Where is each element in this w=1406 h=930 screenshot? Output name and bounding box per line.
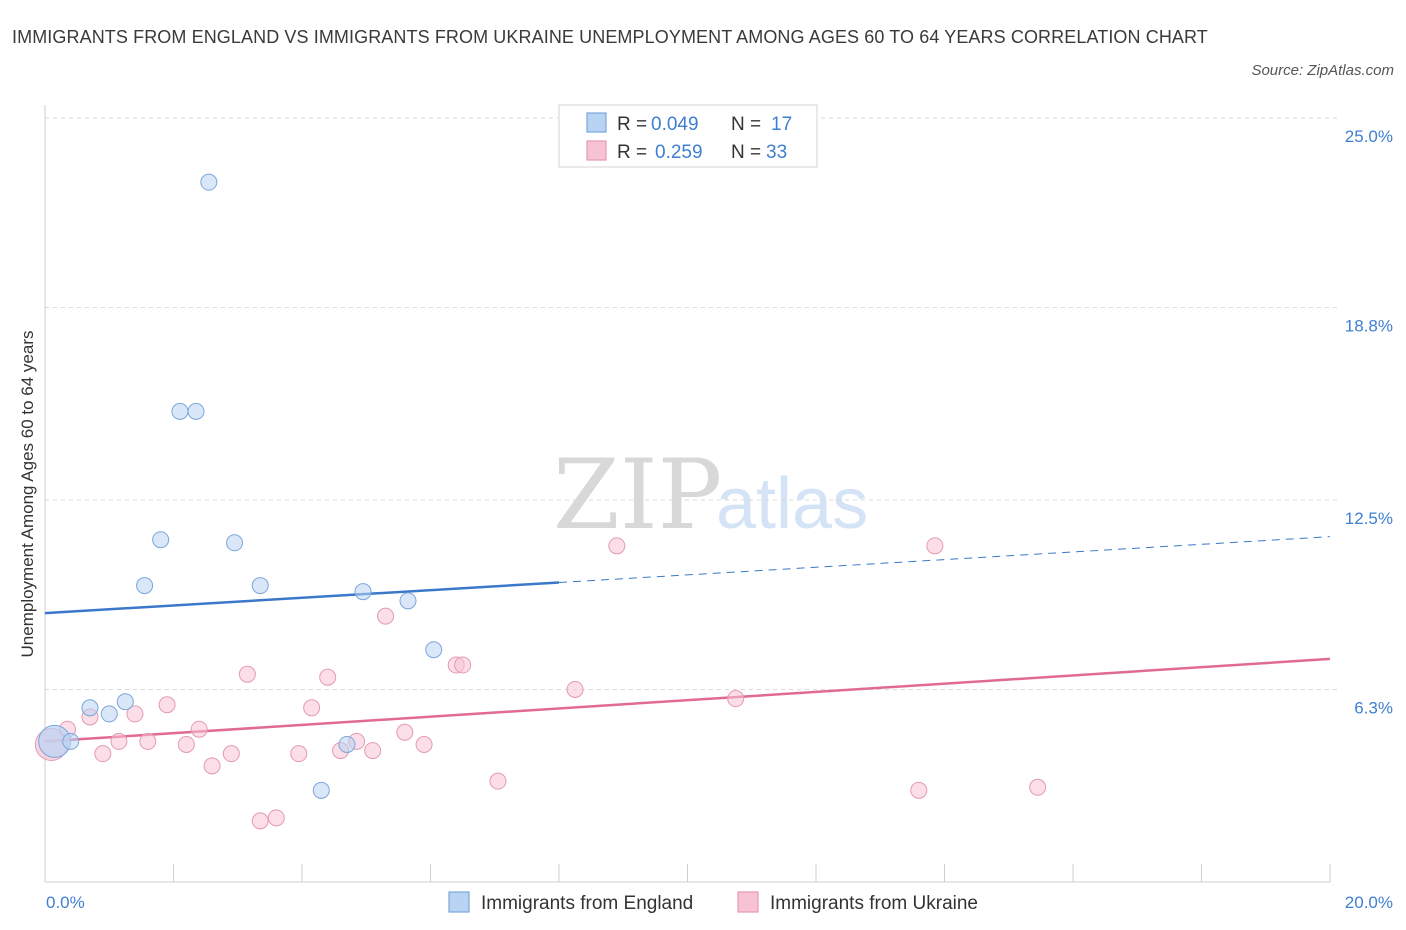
ukraine-series-label: Immigrants from Ukraine	[770, 893, 978, 914]
england-trend-extension	[558, 536, 1331, 584]
watermark-atlas: atlas	[716, 464, 868, 544]
england-series-label: Immigrants from England	[481, 893, 693, 914]
england-point	[338, 735, 356, 753]
y-tick-labels: 6.3% 12.5% 18.8% 25.0%	[1345, 127, 1393, 717]
england-n-value: 17	[771, 114, 792, 135]
ukraine-point	[290, 745, 308, 763]
ukraine-point	[222, 745, 240, 763]
ukraine-point	[139, 732, 157, 750]
data-points	[34, 173, 1047, 830]
england-legend-swatch	[586, 112, 607, 133]
ukraine-point	[1029, 778, 1047, 796]
ukraine-series-swatch	[737, 891, 759, 913]
grid	[45, 117, 1340, 690]
ukraine-point	[177, 735, 195, 753]
england-point	[399, 592, 417, 610]
ukraine-point	[566, 680, 584, 698]
ukraine-r-label: R =	[617, 142, 647, 163]
y-tick-label: 25.0%	[1345, 127, 1393, 146]
ukraine-point	[377, 607, 395, 625]
stats-legend: R = 0.049 N = 17 R = 0.259 N = 33	[558, 104, 818, 168]
ukraine-point	[238, 665, 256, 683]
ukraine-point	[203, 757, 221, 775]
england-series-swatch	[448, 891, 470, 913]
ukraine-point	[364, 742, 382, 760]
x-tick-label: 20.0%	[1345, 893, 1393, 912]
ukraine-n-label: N =	[731, 142, 761, 163]
watermark: ZIP atlas	[553, 439, 868, 551]
england-point	[171, 402, 189, 420]
ukraine-trend-line	[44, 657, 1331, 743]
ukraine-point	[251, 812, 269, 830]
x-tick-label: 0.0%	[46, 893, 85, 912]
ukraine-n-value: 33	[766, 142, 787, 163]
y-axis-title: Unemployment Among Ages 60 to 64 years	[18, 331, 37, 658]
x-tick-labels: 0.0% 20.0%	[46, 893, 1393, 912]
ukraine-point	[454, 656, 472, 674]
ukraine-point	[727, 690, 745, 708]
ukraine-point	[910, 781, 928, 799]
ukraine-point	[608, 537, 626, 555]
ukraine-point	[926, 537, 944, 555]
ukraine-point	[396, 723, 414, 741]
ukraine-point	[319, 668, 337, 686]
england-point	[152, 531, 170, 549]
england-point	[251, 577, 269, 595]
ukraine-point	[110, 732, 128, 750]
y-tick-label: 12.5%	[1345, 509, 1393, 528]
england-point	[62, 732, 80, 750]
ukraine-point	[126, 705, 144, 723]
england-point	[226, 534, 244, 552]
england-point	[136, 577, 154, 595]
ukraine-legend-swatch	[586, 140, 607, 161]
ukraine-r-value: 0.259	[655, 142, 703, 163]
trend-lines	[44, 536, 1331, 743]
ukraine-point	[158, 696, 176, 714]
ukraine-point	[489, 772, 507, 790]
series-legend: Immigrants from England Immigrants from …	[448, 891, 978, 914]
ukraine-point	[190, 720, 208, 738]
ukraine-point	[303, 699, 321, 717]
ukraine-point	[415, 735, 433, 753]
england-trend-line	[44, 581, 560, 615]
england-r-label: R =	[617, 114, 647, 135]
ukraine-point	[267, 809, 285, 827]
england-point	[100, 705, 118, 723]
chart-source: Source: ZipAtlas.com	[1251, 62, 1394, 79]
england-point	[354, 583, 372, 601]
england-point	[187, 402, 205, 420]
england-point	[200, 173, 218, 191]
england-point	[116, 693, 134, 711]
england-point	[425, 641, 443, 659]
y-tick-label: 18.8%	[1345, 316, 1393, 335]
england-point	[312, 781, 330, 799]
england-n-label: N =	[731, 114, 761, 135]
ukraine-point	[94, 745, 112, 763]
y-tick-label: 6.3%	[1354, 698, 1393, 717]
chart-title: IMMIGRANTS FROM ENGLAND VS IMMIGRANTS FR…	[12, 27, 1208, 47]
england-r-value: 0.049	[651, 114, 699, 135]
england-point	[81, 699, 99, 717]
watermark-zip: ZIP	[553, 439, 722, 551]
